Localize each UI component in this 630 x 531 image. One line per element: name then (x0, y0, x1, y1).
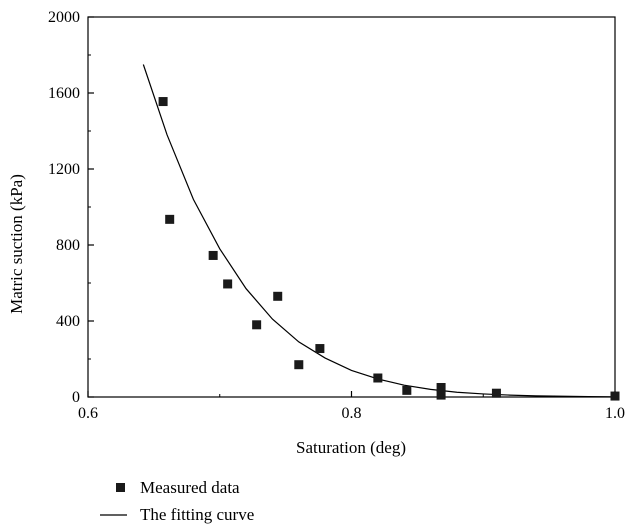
legend-square-marker (116, 483, 125, 492)
y-tick-label: 1200 (48, 161, 80, 178)
data-point (610, 391, 620, 401)
data-point (491, 388, 501, 398)
measured-points-layer (158, 97, 620, 401)
data-point (158, 97, 168, 107)
data-point (223, 279, 233, 289)
x-axis-label: Saturation (deg) (296, 438, 406, 457)
plot-frame (87, 16, 616, 398)
x-axis: 0.6 0.8 1.0 (78, 391, 625, 422)
data-point (252, 320, 262, 330)
data-point (165, 214, 175, 224)
y-tick-label: 400 (56, 313, 80, 330)
data-point (436, 383, 446, 392)
legend-label-fitting: The fitting curve (140, 505, 254, 524)
x-tick-label: 1.0 (605, 405, 625, 422)
data-point (208, 250, 218, 260)
data-point (402, 385, 412, 395)
x-tick-label: 0.6 (78, 405, 98, 422)
x-tick-label: 0.8 (342, 405, 362, 422)
data-point (436, 390, 446, 400)
data-point (294, 360, 304, 370)
y-tick-label: 2000 (48, 9, 80, 26)
legend-label-measured: Measured data (140, 478, 240, 497)
plot-border (87, 16, 616, 398)
y-tick-label: 0 (72, 389, 80, 406)
legend: Measured data The fitting curve (100, 478, 254, 524)
y-tick-label: 800 (56, 237, 80, 254)
fitting-curve-line (142, 64, 616, 398)
data-point (273, 291, 283, 301)
y-axis: 0 400 800 1200 1600 2000 (48, 9, 94, 406)
y-axis-label: Matric suction (kPa) (7, 174, 26, 314)
y-tick-label: 1600 (48, 85, 80, 102)
data-point (373, 373, 383, 383)
fitting-curve-layer (142, 64, 616, 398)
legend-item-measured: Measured data (116, 478, 240, 497)
data-point (315, 344, 325, 354)
legend-item-fitting: The fitting curve (100, 505, 254, 524)
